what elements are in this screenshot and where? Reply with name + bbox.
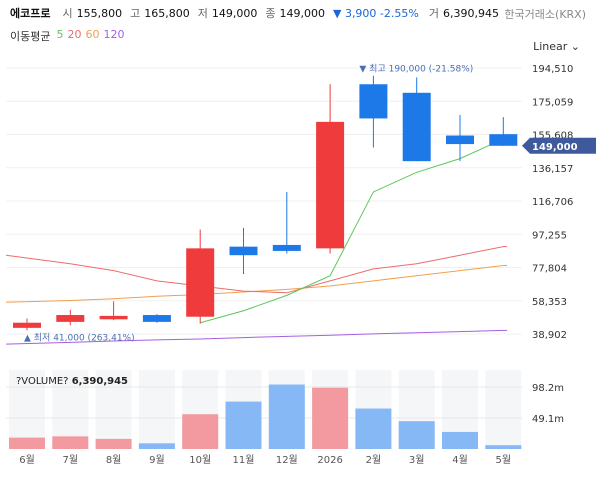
volume-bar bbox=[52, 436, 89, 449]
y-tick-label: 77,804 bbox=[532, 264, 567, 275]
ma-legend-60[interactable]: 60 bbox=[85, 28, 100, 41]
min-annotation: ▲ 최저 41,000 (263.41%) bbox=[24, 332, 135, 343]
x-tick-label: 2026 bbox=[317, 455, 342, 466]
volume-bar bbox=[442, 431, 478, 449]
x-tick-label: 2월 bbox=[366, 454, 382, 466]
moving-average-legend: 이동평균 5 20 60 120 bbox=[10, 28, 124, 44]
current-price-label: 149,000 bbox=[532, 142, 578, 153]
chevron-down-icon: ⌄ bbox=[570, 40, 580, 53]
ma-legend-5[interactable]: 5 bbox=[56, 28, 64, 41]
high-value: 165,800 bbox=[144, 6, 190, 20]
volume-slot-bg bbox=[52, 370, 89, 449]
low-value: 149,000 bbox=[211, 6, 258, 20]
volume-title-label: ?VOLUME? bbox=[16, 376, 69, 387]
ma5-line bbox=[200, 138, 507, 324]
x-tick-label: 7월 bbox=[63, 454, 79, 466]
candle-3 bbox=[142, 314, 171, 323]
high-label: 고 bbox=[130, 7, 141, 20]
volume-bar bbox=[138, 443, 175, 449]
low-label: 저 bbox=[197, 7, 208, 20]
candle-body bbox=[13, 322, 41, 328]
candle-body bbox=[446, 135, 474, 145]
x-tick-label: 6월 bbox=[19, 454, 35, 466]
open-value: 155,800 bbox=[76, 6, 123, 20]
x-tick-label: 4월 bbox=[452, 454, 468, 466]
candle-7 bbox=[316, 84, 345, 254]
volume-slot-bg bbox=[485, 370, 522, 449]
volume-bar bbox=[225, 401, 262, 449]
scale-dropdown[interactable]: Linear ⌄ bbox=[533, 40, 580, 53]
y-tick-label: 175,059 bbox=[532, 97, 573, 108]
x-tick-label: 8월 bbox=[106, 454, 122, 466]
price-change: ▼ 3,900 -2.55% bbox=[332, 6, 419, 20]
volume-bar bbox=[485, 445, 522, 449]
ma60-line bbox=[5, 264, 507, 303]
x-tick-label: 3월 bbox=[409, 454, 425, 466]
stock-name: 에코프로 bbox=[10, 7, 51, 20]
candle-body bbox=[99, 315, 128, 320]
candle-11 bbox=[489, 117, 518, 146]
exchange-label: 한국거래소(KRX) bbox=[504, 8, 586, 21]
candle-body bbox=[186, 248, 215, 317]
volume-slot-bg bbox=[138, 370, 175, 449]
candle-6 bbox=[272, 191, 301, 254]
candle-10 bbox=[446, 115, 474, 162]
candle-1 bbox=[56, 309, 85, 326]
close-label: 종 bbox=[265, 7, 276, 20]
y-tick-label: 38,902 bbox=[532, 330, 567, 341]
volume-bar bbox=[268, 384, 305, 449]
y-tick-label: 136,157 bbox=[532, 164, 573, 175]
candle-body bbox=[272, 244, 301, 251]
price-summary-header: 에코프로 시 155,800 고 165,800 저 149,000 종 149… bbox=[10, 4, 503, 22]
x-tick-label: 10월 bbox=[189, 454, 211, 466]
current-price-badge bbox=[522, 137, 596, 154]
volume-bar bbox=[182, 414, 219, 449]
candle-body bbox=[359, 84, 388, 119]
volume-panel-title: ?VOLUME? 6,390,945 bbox=[16, 376, 128, 387]
x-tick-label: 12월 bbox=[276, 454, 298, 466]
ma-legend-title: 이동평균 bbox=[10, 30, 51, 43]
volume-tick-label: 49.1m bbox=[532, 414, 564, 425]
x-tick-label: 5월 bbox=[496, 454, 512, 466]
candle-body bbox=[489, 134, 518, 146]
y-tick-label: 155,608 bbox=[532, 131, 573, 142]
volume-value: 6,390,945 bbox=[442, 6, 499, 20]
max-annotation: ▼ 최고 190,000 (-21.58%) bbox=[359, 64, 473, 75]
close-value: 149,000 bbox=[279, 6, 325, 20]
volume-label: 거 bbox=[428, 7, 439, 20]
candle-5 bbox=[229, 227, 258, 275]
volume-slot-bg bbox=[95, 370, 132, 449]
x-tick-label: 11월 bbox=[233, 454, 255, 466]
candle-body bbox=[142, 315, 171, 322]
volume-bar bbox=[398, 421, 435, 449]
volume-tick-label: 98.2m bbox=[532, 383, 564, 394]
candle-body bbox=[316, 121, 345, 249]
ma20-line bbox=[5, 246, 507, 294]
candle-8 bbox=[359, 75, 388, 148]
ma-legend-120[interactable]: 120 bbox=[103, 28, 125, 41]
candle-body bbox=[56, 315, 85, 322]
volume-slot-bg bbox=[9, 370, 45, 449]
volume-bar bbox=[95, 438, 132, 449]
candle-body bbox=[402, 92, 431, 162]
candle-4 bbox=[186, 229, 215, 324]
x-tick-label: 9월 bbox=[149, 454, 165, 466]
candle-9 bbox=[402, 77, 431, 162]
volume-bar bbox=[9, 437, 45, 449]
y-tick-label: 194,510 bbox=[532, 64, 573, 75]
open-label: 시 bbox=[62, 7, 73, 20]
candle-0 bbox=[13, 318, 41, 331]
y-tick-label: 116,706 bbox=[532, 197, 573, 208]
y-tick-label: 58,353 bbox=[532, 297, 567, 308]
ma-legend-20[interactable]: 20 bbox=[67, 28, 82, 41]
ma120-line bbox=[5, 329, 507, 345]
volume-bar bbox=[312, 387, 349, 449]
volume-title-value: 6,390,945 bbox=[71, 376, 128, 387]
volume-bar bbox=[355, 408, 392, 449]
y-tick-label: 97,255 bbox=[532, 230, 567, 241]
scale-dropdown-label: Linear bbox=[533, 40, 568, 53]
candle-2 bbox=[99, 301, 128, 321]
candle-body bbox=[229, 246, 258, 256]
